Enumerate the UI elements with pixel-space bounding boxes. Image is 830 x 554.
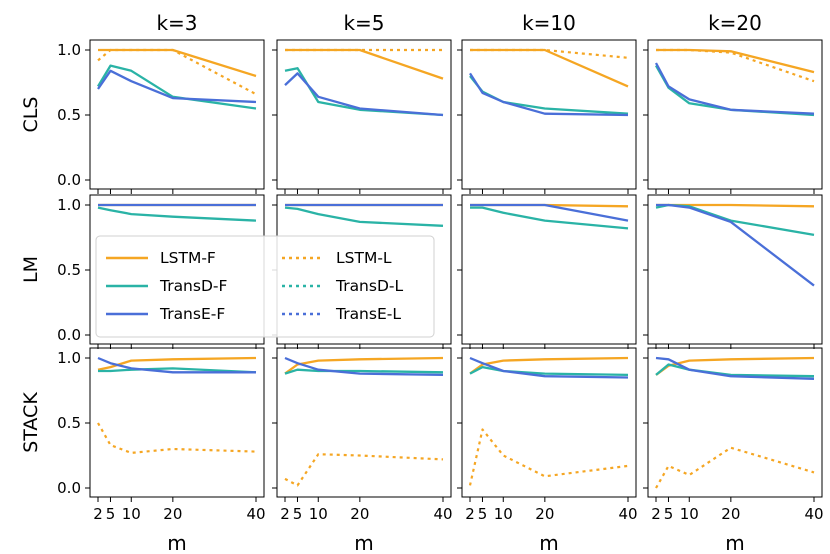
series-line-transe-f-r0c1 — [284, 72, 444, 117]
series-line-transe-f-r1c2 — [470, 203, 629, 222]
row-label: CLS — [20, 97, 42, 133]
x-axis-label: m — [725, 531, 744, 554]
x-tick-label: 20 — [535, 505, 554, 523]
x-axis-label: m — [539, 531, 558, 554]
x-tick-label: 10 — [680, 505, 699, 523]
x-tick-label: 5 — [664, 505, 674, 523]
column-title: k=3 — [156, 11, 197, 35]
legend-label-transd-f: TransD-F — [159, 277, 227, 295]
series-line-transd-f-r1c1 — [284, 206, 444, 227]
y-tick-label: 0.5 — [57, 261, 81, 279]
series-line-lstm-f-r0c3 — [656, 48, 815, 74]
series-line-transd-f-r0c0 — [97, 64, 257, 110]
y-tick-label: 0.5 — [57, 106, 81, 124]
y-tick-label: 1.0 — [57, 349, 81, 367]
legend-label-lstm-f: LSTM-F — [160, 249, 216, 267]
x-tick-label: 2 — [280, 505, 290, 523]
series-line-transe-f-r2c2 — [469, 356, 629, 379]
x-tick-label: 40 — [246, 505, 265, 523]
x-tick-label: 2 — [465, 505, 475, 523]
x-tick-label: 20 — [350, 505, 369, 523]
x-tick-label: 40 — [618, 505, 637, 523]
legend-label-transd-l: TransD-L — [335, 277, 403, 295]
x-tick-label: 5 — [293, 505, 303, 523]
column-title: k=5 — [343, 11, 384, 35]
series-line-transe-f-r0c2 — [469, 72, 629, 117]
series-line-transe-f-r2c3 — [655, 356, 815, 380]
x-tick-label: 40 — [804, 505, 823, 523]
series-line-transd-f-r0c3 — [654, 65, 815, 117]
legend-label-lstm-l: LSTM-L — [336, 249, 392, 267]
y-tick-label: 0.0 — [57, 479, 81, 497]
x-tick-label: 2 — [93, 505, 103, 523]
y-tick-label: 0.0 — [57, 326, 81, 344]
column-title: k=20 — [708, 11, 762, 35]
x-axis-label: m — [167, 531, 186, 554]
series-line-transd-f-r1c2 — [470, 206, 629, 230]
x-tick-label: 10 — [494, 505, 513, 523]
series-line-transd-f-r2c0 — [98, 367, 257, 374]
series-line-transe-f-r2c0 — [97, 356, 256, 374]
y-tick-label: 0.5 — [57, 414, 81, 432]
series-line-lstm-l-r2c0 — [97, 422, 257, 454]
panel-frame-r2c2 — [461, 347, 637, 498]
series-line-lstm-l-r2c3 — [655, 446, 815, 489]
x-tick-label: 20 — [163, 505, 182, 523]
x-tick-label: 5 — [478, 505, 488, 523]
x-tick-label: 10 — [122, 505, 141, 523]
panel-frame-r2c3 — [647, 347, 823, 498]
y-tick-label: 1.0 — [57, 196, 81, 214]
series-line-transd-f-r1c3 — [655, 203, 815, 237]
series-line-transe-f-r0c3 — [654, 62, 815, 115]
y-tick-label: 1.0 — [57, 41, 81, 59]
series-line-transe-f-r1c3 — [656, 203, 815, 287]
row-label: LM — [20, 256, 42, 283]
y-tick-label: 0.0 — [57, 171, 81, 189]
x-tick-label: 20 — [721, 505, 740, 523]
series-line-transd-f-r2c3 — [655, 363, 815, 378]
series-line-transd-f-r0c2 — [469, 75, 629, 115]
series-line-lstm-l-r2c2 — [468, 428, 629, 486]
x-tick-label: 2 — [651, 505, 661, 523]
x-tick-label: 10 — [309, 505, 328, 523]
series-line-lstm-f-r2c1 — [284, 356, 444, 375]
series-line-lstm-f-r2c2 — [469, 356, 629, 375]
legend-box — [95, 235, 435, 338]
legend-label-transe-l: TransE-L — [335, 305, 401, 323]
panel-frame-r1c3 — [647, 194, 823, 345]
series-line-lstm-f-r0c2 — [470, 48, 629, 88]
series-line-transe-f-r2c1 — [284, 356, 444, 377]
series-line-lstm-f-r0c0 — [98, 48, 257, 78]
x-axis-label: m — [354, 531, 373, 554]
x-tick-label: 40 — [433, 505, 452, 523]
series-line-lstm-l-r2c1 — [284, 453, 444, 487]
series-line-lstm-f-r0c1 — [285, 48, 444, 80]
panel-frame-r0c0 — [89, 39, 265, 190]
series-line-transd-f-r1c0 — [97, 206, 257, 222]
series-line-transd-f-r2c1 — [284, 368, 444, 375]
row-label: STACK — [20, 392, 42, 453]
legend-label-transe-f: TransE-F — [159, 305, 225, 323]
series-line-lstm-l-r0c0 — [97, 48, 257, 96]
series-line-transe-f-r0c0 — [97, 69, 257, 104]
x-tick-label: 5 — [106, 505, 116, 523]
column-title: k=10 — [522, 11, 576, 35]
series-line-lstm-f-r2c0 — [97, 356, 257, 371]
